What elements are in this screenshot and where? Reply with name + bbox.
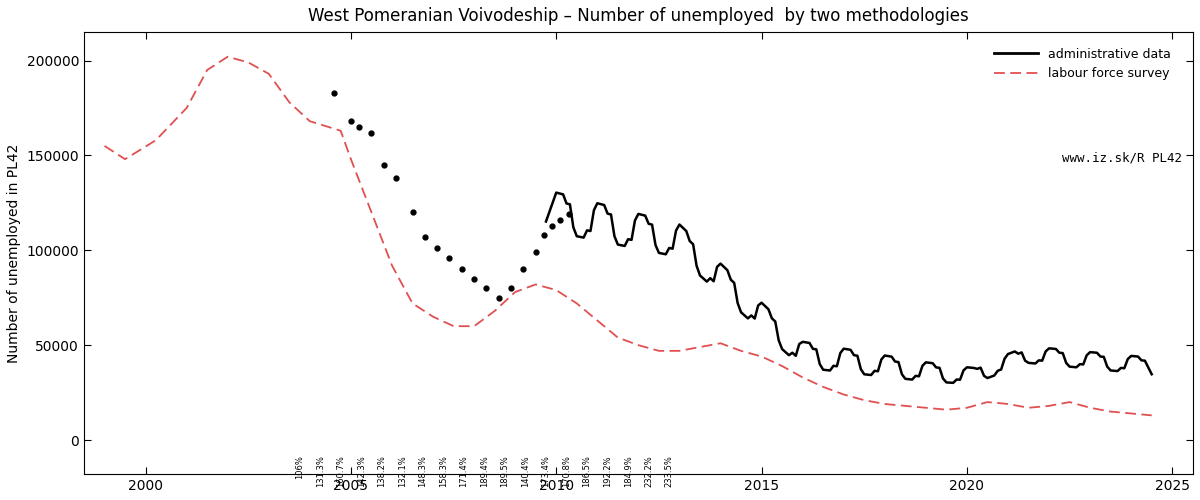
Legend: administrative data, labour force survey: administrative data, labour force survey: [989, 42, 1176, 85]
Text: 184.9%: 184.9%: [624, 455, 632, 487]
Text: 160.7%: 160.7%: [336, 455, 346, 487]
Text: 232.2%: 232.2%: [644, 455, 653, 487]
Text: 192.2%: 192.2%: [604, 455, 612, 487]
Text: 132.1%: 132.1%: [397, 455, 407, 487]
Text: 189.5%: 189.5%: [500, 455, 510, 487]
Text: 138.2%: 138.2%: [377, 455, 386, 487]
Text: 233.5%: 233.5%: [665, 455, 673, 487]
Text: 142.3%: 142.3%: [356, 455, 366, 487]
Title: West Pomeranian Voivodeship – Number of unemployed  by two methodologies: West Pomeranian Voivodeship – Number of …: [308, 7, 968, 25]
Text: 173.4%: 173.4%: [541, 455, 551, 487]
Text: 158.3%: 158.3%: [439, 455, 448, 487]
Text: 148.3%: 148.3%: [419, 455, 427, 487]
Text: 171.4%: 171.4%: [460, 455, 468, 487]
Text: 170.8%: 170.8%: [562, 455, 571, 487]
Text: 189.4%: 189.4%: [480, 455, 488, 487]
Text: 186.5%: 186.5%: [582, 455, 592, 487]
Y-axis label: Number of unemployed in PL42: Number of unemployed in PL42: [7, 144, 20, 363]
Text: 106%: 106%: [295, 455, 304, 479]
Text: 131.3%: 131.3%: [316, 455, 325, 487]
Text: www.iz.sk/R PL42: www.iz.sk/R PL42: [1062, 152, 1182, 164]
Text: 140.4%: 140.4%: [521, 455, 530, 487]
